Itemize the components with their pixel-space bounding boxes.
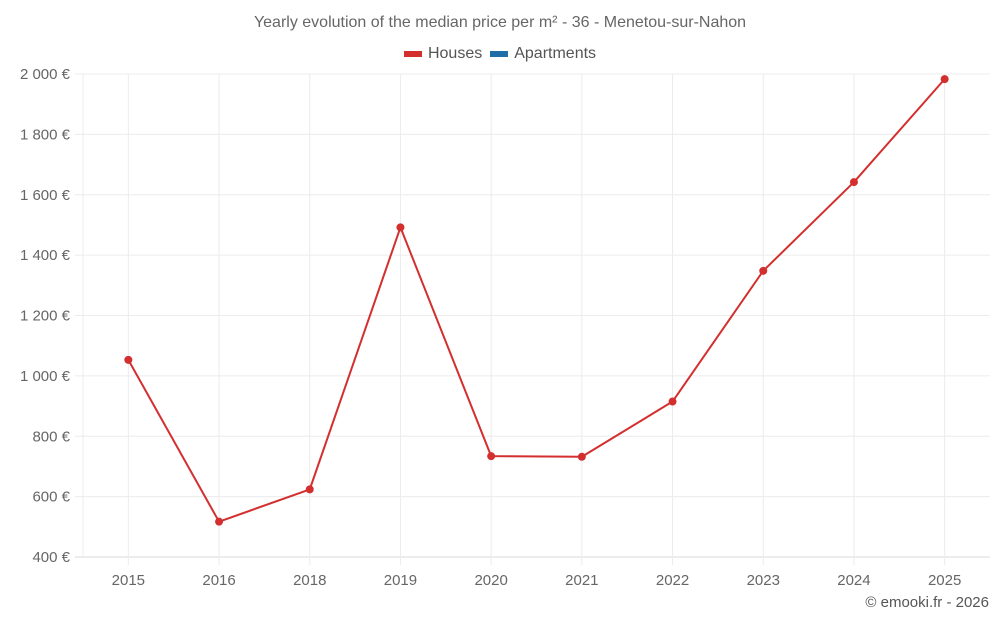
apartments-swatch-icon (490, 51, 509, 57)
y-tick-label: 2 000 € (20, 66, 71, 83)
x-axis: 2015 2016 2018 2019 2020 2021 2022 2023 2024 2025 (112, 572, 962, 589)
data-point[interactable] (940, 75, 949, 84)
data-point[interactable] (487, 452, 496, 461)
x-tick-label: 2022 (656, 572, 689, 589)
data-point[interactable] (215, 517, 224, 526)
x-tick-label: 2025 (928, 572, 961, 589)
data-point[interactable] (577, 452, 586, 461)
y-axis: 400 € 600 € 800 € 1 000 € 1 200 € 1 400 € 1 60… (20, 66, 71, 566)
series-houses (124, 75, 949, 526)
legend-item-apartments[interactable]: Apartments (490, 45, 596, 63)
x-tick-label: 2020 (474, 572, 507, 589)
data-point[interactable] (124, 355, 133, 364)
houses-swatch-icon (403, 51, 422, 57)
y-tick-label: 600 € (32, 489, 70, 506)
x-tick-label: 2016 (202, 572, 235, 589)
y-tick-label: 1 800 € (20, 126, 71, 143)
legend-label-houses: Houses (427, 45, 483, 62)
data-point[interactable] (305, 485, 314, 494)
data-point[interactable] (396, 223, 405, 232)
grid (75, 73, 990, 565)
x-tick-label: 2019 (384, 572, 417, 589)
legend: Houses Apartments (0, 45, 1000, 63)
y-tick-label: 400 € (32, 549, 70, 566)
y-tick-label: 1 200 € (20, 308, 71, 325)
x-tick-label: 2024 (837, 572, 870, 589)
y-tick-label: 1 400 € (20, 247, 71, 264)
credit-text: © emooki.fr - 2026 (865, 594, 989, 611)
x-tick-label: 2015 (112, 572, 145, 589)
legend-label-apartments: Apartments (514, 45, 597, 62)
chart-title: Yearly evolution of the median price per… (253, 14, 747, 31)
y-tick-label: 800 € (32, 428, 70, 445)
y-tick-label: 1 600 € (20, 187, 71, 204)
data-point[interactable] (759, 266, 768, 275)
y-tick-label: 1 000 € (20, 368, 71, 385)
legend-item-houses[interactable]: Houses (403, 45, 483, 63)
data-point[interactable] (849, 178, 858, 187)
x-tick-label: 2018 (293, 572, 326, 589)
x-tick-label: 2021 (565, 572, 598, 589)
data-point[interactable] (668, 397, 677, 406)
x-tick-label: 2023 (747, 572, 780, 589)
